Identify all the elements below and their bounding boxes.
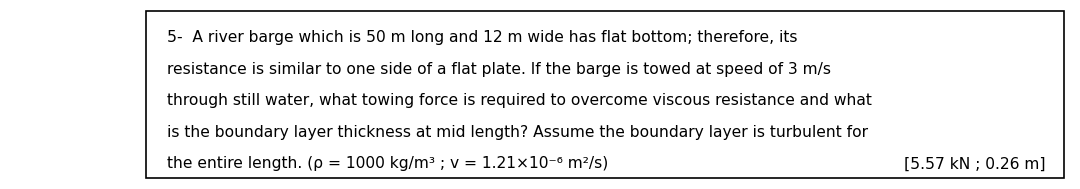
Text: the entire length. (ρ = 1000 kg/m³ ; v = 1.21×10⁻⁶ m²/s): the entire length. (ρ = 1000 kg/m³ ; v =…	[167, 156, 609, 171]
Text: resistance is similar to one side of a flat plate. If the barge is towed at spee: resistance is similar to one side of a f…	[167, 62, 832, 77]
Text: through still water, what towing force is required to overcome viscous resistanc: through still water, what towing force i…	[167, 93, 873, 108]
Text: [5.57 kN ; 0.26 m]: [5.57 kN ; 0.26 m]	[904, 156, 1045, 171]
Text: 5-  A river barge which is 50 m long and 12 m wide has flat bottom; therefore, i: 5- A river barge which is 50 m long and …	[167, 30, 798, 45]
Text: is the boundary layer thickness at mid length? Assume the boundary layer is turb: is the boundary layer thickness at mid l…	[167, 125, 868, 140]
